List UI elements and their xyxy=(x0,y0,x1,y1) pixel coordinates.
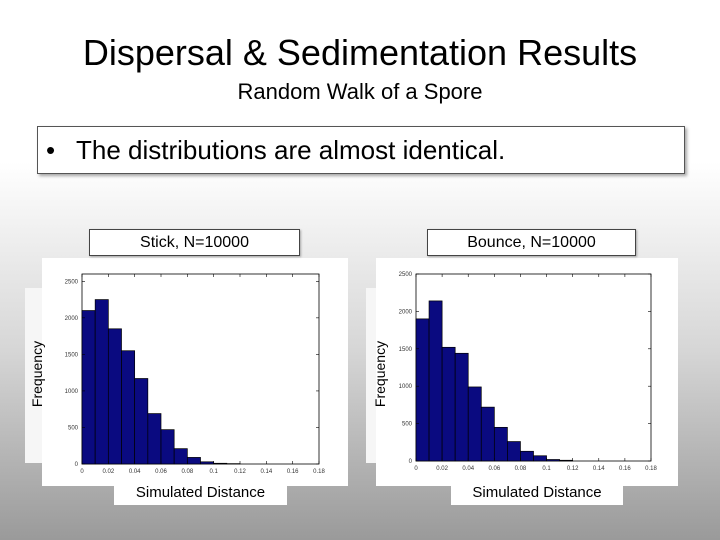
left-xtick-label-2: 0.04 xyxy=(129,469,141,475)
left-ytick-label-4: 2000 xyxy=(65,316,79,322)
left-xtick-label-8: 0.16 xyxy=(287,469,299,475)
right-ytick-label-0: 0 xyxy=(409,459,413,465)
left-bar-7 xyxy=(173,448,188,465)
right-bar-6 xyxy=(493,426,508,462)
left-bar-2 xyxy=(107,328,122,465)
left-xtick-label-7: 0.14 xyxy=(260,469,272,475)
right-xtick-label-2: 0.04 xyxy=(462,466,474,472)
left-bar-1 xyxy=(94,299,109,465)
slide-subtitle: Random Walk of a Spore xyxy=(237,79,483,104)
right-bar-2 xyxy=(441,346,456,462)
left-ytick-label-2: 1000 xyxy=(65,389,79,395)
left-bar-6 xyxy=(160,429,175,465)
left-xtick-label-3: 0.06 xyxy=(155,469,167,475)
left-xtick-label-1: 0.02 xyxy=(102,469,114,475)
left-bar-10 xyxy=(213,462,228,465)
right-bar-7 xyxy=(507,441,521,462)
left-ytick-label-1: 500 xyxy=(68,425,79,431)
right-chart-xlabel: Simulated Distance xyxy=(451,481,623,505)
right-histogram: 0 0.02 0.04 0.06 0.08 0.1 0.12 0.14 0.16 0.18 0 500… xyxy=(399,272,658,472)
right-bar-5 xyxy=(480,406,495,462)
left-bar-3 xyxy=(121,350,136,465)
right-xtick-label-7: 0.14 xyxy=(593,466,605,472)
right-xtick-label-4: 0.08 xyxy=(515,466,527,472)
left-bar-4 xyxy=(134,378,149,465)
right-bar-9 xyxy=(533,455,547,462)
right-bar-8 xyxy=(520,450,534,462)
right-ytick-label-3: 1500 xyxy=(399,347,413,353)
left-ytick-label-3: 1500 xyxy=(65,352,79,358)
left-bar-8 xyxy=(186,457,201,465)
right-bar-1 xyxy=(428,300,443,462)
bullet-text: The distributions are almost identical. xyxy=(76,135,506,165)
right-xtick-label-9: 0.18 xyxy=(645,466,657,472)
left-bar-9 xyxy=(200,461,215,465)
left-bar-0 xyxy=(81,310,96,465)
right-chart-title: Bounce, N=10000 xyxy=(427,229,636,256)
left-bar-5 xyxy=(147,413,162,465)
right-ytick-label-5: 2500 xyxy=(399,272,413,278)
right-xtick-label-5: 0.1 xyxy=(542,466,551,472)
left-ytick-label-5: 2500 xyxy=(65,279,79,285)
left-xtick-label-5: 0.1 xyxy=(209,469,218,475)
slide-title: Dispersal & Sedimentation Results xyxy=(82,32,638,73)
bullet-box: • The distributions are almost identical. xyxy=(37,126,685,174)
right-xtick-label-6: 0.12 xyxy=(567,466,579,472)
right-xtick-label-0: 0 xyxy=(414,466,418,472)
right-ytick-label-1: 500 xyxy=(402,422,413,428)
left-xtick-label-9: 0.18 xyxy=(313,469,325,475)
bullet-dot-icon: • xyxy=(46,135,56,165)
right-xtick-label-3: 0.06 xyxy=(488,466,500,472)
right-xtick-label-8: 0.16 xyxy=(619,466,631,472)
right-bar-10 xyxy=(546,459,560,462)
right-xtick-label-1: 0.02 xyxy=(436,466,448,472)
left-xtick-label-0: 0 xyxy=(80,469,84,475)
right-bar-0 xyxy=(415,318,430,462)
right-bar-11 xyxy=(559,459,574,462)
left-histogram: 0 0.02 0.04 0.06 0.08 0.1 0.12 0.14 0.16 0.18 0 500… xyxy=(65,273,325,475)
right-bar-3 xyxy=(454,352,469,462)
left-chart-title: Stick, N=10000 xyxy=(89,229,300,256)
left-xtick-label-6: 0.12 xyxy=(234,469,246,475)
right-ytick-label-2: 1000 xyxy=(399,384,413,390)
right-bar-4 xyxy=(467,386,482,462)
left-xtick-label-4: 0.08 xyxy=(181,469,193,475)
left-chart-xlabel: Simulated Distance xyxy=(114,481,287,505)
right-ytick-label-4: 2000 xyxy=(399,309,413,315)
left-ytick-label-0: 0 xyxy=(75,462,79,468)
